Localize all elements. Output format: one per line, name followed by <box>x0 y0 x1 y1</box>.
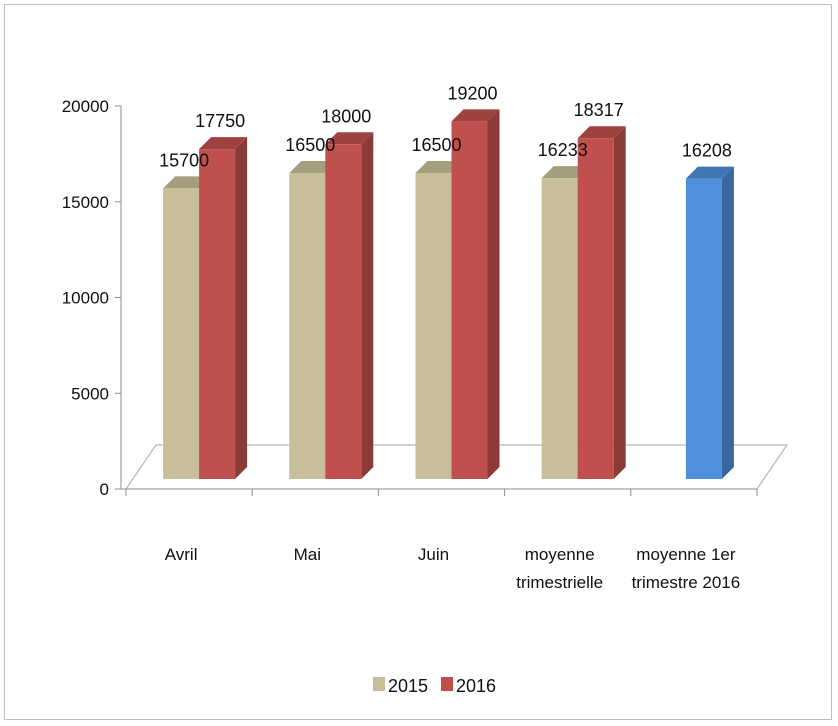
x-category-label: trimestre 2016 <box>632 573 741 592</box>
bar <box>199 137 248 479</box>
y-tick-label: 5000 <box>71 384 109 403</box>
data-label: 16233 <box>538 140 588 160</box>
data-label: 18317 <box>574 100 624 120</box>
bar-side <box>487 109 500 479</box>
data-label: 16500 <box>285 135 335 155</box>
y-axis: 0 5000 10000 15000 20000 <box>62 97 758 499</box>
data-label: 15700 <box>159 150 209 170</box>
data-label: 16500 <box>411 135 461 155</box>
bar-top <box>577 126 626 139</box>
legend-label: 2016 <box>456 676 496 696</box>
x-category-label: moyenne 1er <box>636 545 736 564</box>
bar-side <box>613 126 626 480</box>
chart-frame: 0 5000 10000 15000 20000 15700 17750 16500 1800… <box>4 4 832 720</box>
x-category-label: trimestrielle <box>516 573 603 592</box>
x-axis-category-labels: Avril Mai Juin moyenne trimestrielle moyenne … <box>165 545 741 592</box>
bar-side <box>235 137 248 479</box>
legend-swatch <box>441 677 453 691</box>
x-category-label: Mai <box>294 545 321 564</box>
bar-top <box>685 166 734 179</box>
x-category-label: moyenne <box>525 545 595 564</box>
data-label: 17750 <box>195 111 245 131</box>
bar-front <box>289 173 326 479</box>
bar-front <box>685 178 722 479</box>
bars <box>163 109 734 480</box>
bar-top <box>325 132 374 145</box>
bar-front <box>451 121 488 479</box>
data-label: 19200 <box>447 83 497 103</box>
bar <box>451 109 500 479</box>
bar <box>577 126 626 480</box>
bar-side <box>361 132 374 480</box>
legend-swatch <box>373 677 385 691</box>
data-labels: 15700 17750 16500 18000 16500 19200 16233 18317… <box>159 83 732 170</box>
bar-side <box>721 166 734 479</box>
legend: 2015 2016 <box>373 676 496 696</box>
y-tick-label: 0 <box>100 480 109 499</box>
bar-front <box>325 144 362 480</box>
data-label: 18000 <box>321 106 371 126</box>
bar-chart: 0 5000 10000 15000 20000 15700 17750 16500 1800… <box>62 83 788 696</box>
bar-front <box>415 173 452 479</box>
y-tick-label: 10000 <box>62 289 109 308</box>
data-label: 16208 <box>682 141 732 161</box>
x-category-label: Avril <box>165 545 198 564</box>
x-category-label: Juin <box>418 545 449 564</box>
y-tick-label: 20000 <box>62 97 109 116</box>
bar-front <box>163 188 200 479</box>
legend-label: 2015 <box>388 676 428 696</box>
y-tick-label: 15000 <box>62 193 109 212</box>
bar-front <box>577 138 614 480</box>
bar <box>325 132 374 480</box>
bar-front <box>199 149 236 479</box>
bar-top <box>199 137 248 150</box>
bar-top <box>451 109 500 122</box>
bar-front <box>541 178 578 479</box>
bar <box>685 166 734 479</box>
